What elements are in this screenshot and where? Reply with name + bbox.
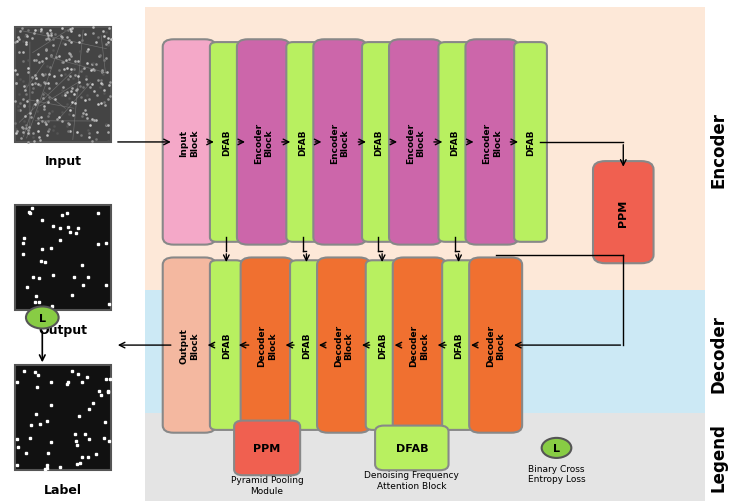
- FancyBboxPatch shape: [237, 40, 290, 245]
- Text: DFAB: DFAB: [222, 332, 231, 359]
- FancyBboxPatch shape: [593, 162, 654, 264]
- FancyBboxPatch shape: [375, 426, 448, 470]
- Text: Input
Block: Input Block: [180, 129, 199, 156]
- Text: Decoder
Block: Decoder Block: [486, 324, 505, 366]
- FancyBboxPatch shape: [240, 258, 294, 433]
- FancyBboxPatch shape: [210, 261, 243, 430]
- Text: L: L: [553, 443, 560, 453]
- FancyBboxPatch shape: [439, 43, 471, 242]
- Bar: [15, 365, 111, 470]
- FancyBboxPatch shape: [362, 43, 395, 242]
- Text: DFAB: DFAB: [222, 129, 231, 156]
- FancyBboxPatch shape: [234, 421, 300, 475]
- Text: Output
Block: Output Block: [180, 328, 199, 363]
- Text: Encoder
Block: Encoder Block: [330, 122, 349, 163]
- FancyBboxPatch shape: [317, 258, 370, 433]
- FancyBboxPatch shape: [313, 40, 367, 245]
- FancyBboxPatch shape: [442, 261, 475, 430]
- Text: Encoder: Encoder: [709, 112, 727, 188]
- Circle shape: [26, 307, 59, 329]
- Text: Encoder
Block: Encoder Block: [406, 122, 425, 163]
- Bar: [15, 205, 111, 310]
- FancyBboxPatch shape: [162, 40, 216, 245]
- Text: Legend: Legend: [709, 422, 727, 491]
- Text: DFAB: DFAB: [395, 443, 428, 453]
- Bar: [15, 28, 111, 143]
- FancyBboxPatch shape: [290, 261, 323, 430]
- FancyBboxPatch shape: [393, 258, 446, 433]
- Circle shape: [542, 438, 571, 458]
- FancyBboxPatch shape: [162, 258, 216, 433]
- Text: DFAB: DFAB: [374, 129, 383, 156]
- FancyBboxPatch shape: [286, 43, 319, 242]
- Text: Binary Cross
Entropy Loss: Binary Cross Entropy Loss: [528, 464, 585, 483]
- FancyBboxPatch shape: [469, 258, 522, 433]
- Text: DFAB: DFAB: [526, 129, 535, 156]
- Text: Pyramid Pooling
Module: Pyramid Pooling Module: [231, 475, 303, 494]
- FancyBboxPatch shape: [465, 40, 519, 245]
- Text: Decoder
Block: Decoder Block: [410, 324, 429, 366]
- Text: PPM: PPM: [254, 443, 280, 453]
- Bar: [145, 8, 705, 291]
- Text: Denoising Frequency
Attention Block: Denoising Frequency Attention Block: [364, 470, 459, 489]
- FancyBboxPatch shape: [389, 40, 442, 245]
- FancyBboxPatch shape: [210, 43, 243, 242]
- Text: Decoder
Block: Decoder Block: [257, 324, 277, 366]
- FancyBboxPatch shape: [366, 261, 398, 430]
- FancyBboxPatch shape: [514, 43, 547, 242]
- Text: L: L: [39, 313, 46, 323]
- Text: Label: Label: [44, 483, 82, 496]
- Bar: [145, 413, 705, 500]
- Text: Decoder
Block: Decoder Block: [334, 324, 353, 366]
- Text: DFAB: DFAB: [454, 332, 463, 359]
- Text: DFAB: DFAB: [298, 129, 307, 156]
- Text: DFAB: DFAB: [302, 332, 311, 359]
- Text: Encoder
Block: Encoder Block: [482, 122, 502, 163]
- Text: Input: Input: [45, 155, 82, 168]
- Text: PPM: PPM: [618, 199, 628, 226]
- Text: DFAB: DFAB: [450, 129, 459, 156]
- Text: DFAB: DFAB: [378, 332, 387, 359]
- Text: Output: Output: [39, 323, 88, 336]
- Text: Decoder: Decoder: [709, 314, 727, 392]
- Bar: [145, 291, 705, 413]
- Text: Encoder
Block: Encoder Block: [254, 122, 273, 163]
